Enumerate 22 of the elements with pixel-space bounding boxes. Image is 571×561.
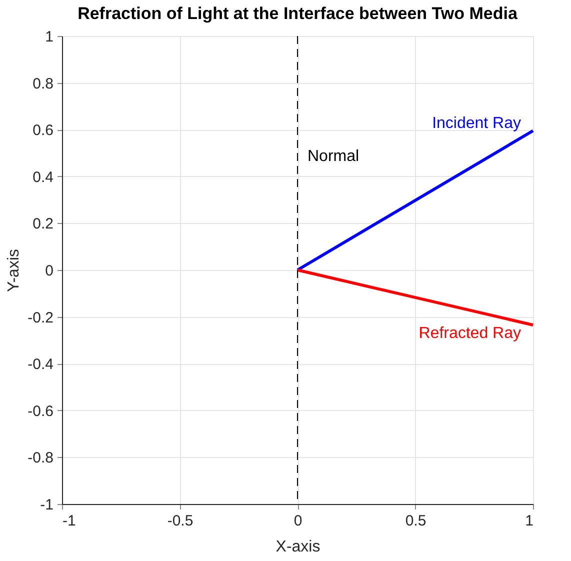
y-tick-label: 0.8 [32,75,54,92]
series-label: Refracted Ray [418,324,521,342]
y-tick-label: -0.2 [28,309,54,326]
y-tick-label: 0 [45,262,54,280]
y-tick-label: -0.8 [28,450,54,467]
ref-line-label: Normal [308,148,360,165]
y-tick-label: 0.4 [32,168,54,186]
x-tick-label: 0.5 [405,512,426,530]
y-tick-label: -0.4 [28,356,54,374]
y-tick-label: 1 [45,28,54,46]
x-tick-label: -0.5 [167,512,194,530]
x-axis-title: X-axis [276,538,320,556]
series-label: Incident Ray [432,114,521,132]
y-tick-label: -0.6 [28,402,54,420]
y-axis-title: Y-axis [6,249,23,292]
x-tick-label: 1 [525,512,534,530]
x-tick-label: -1 [62,512,76,530]
chart-title: Refraction of Light at the Interface between Two Media [78,4,518,23]
y-tick-label: -1 [40,496,54,514]
y-tick-label: 0.2 [32,216,54,233]
x-tick-label: 0 [294,512,302,530]
y-tick-label: 0.6 [32,122,54,140]
